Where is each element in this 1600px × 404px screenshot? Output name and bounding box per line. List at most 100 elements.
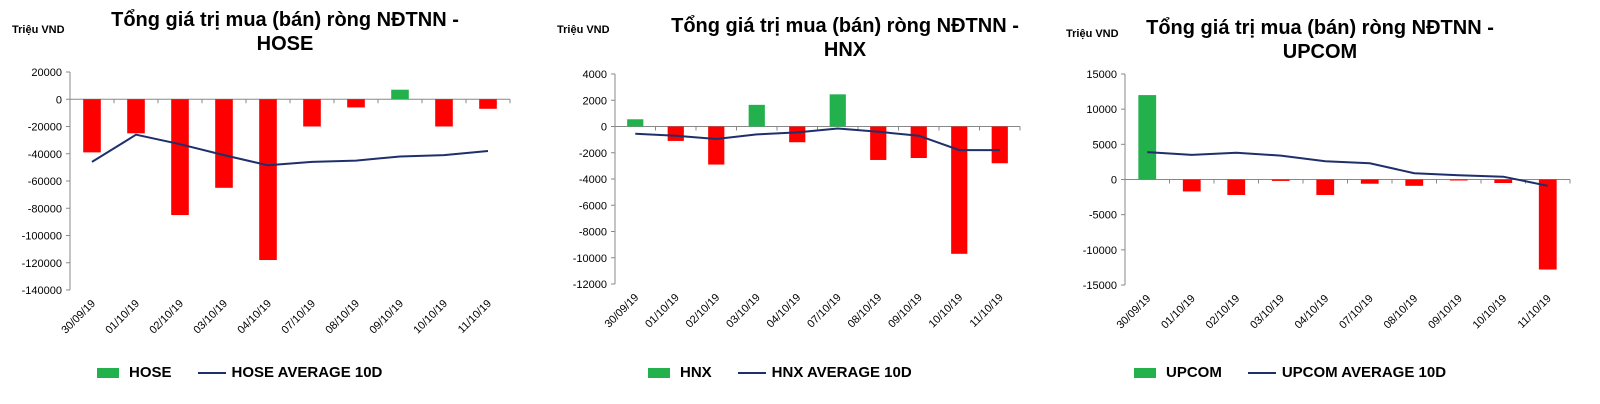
y-tick-label: -8000	[579, 227, 607, 239]
legend-swatch-line	[197, 371, 226, 374]
legend-label-bar: HOSE	[129, 364, 172, 381]
x-tick-label: 30/09/19	[59, 298, 98, 337]
bar	[215, 99, 233, 188]
chart-title-line2: HOSE	[256, 33, 314, 55]
x-tick-label: 03/10/19	[724, 292, 763, 331]
chart-plot-upcom: 15000 10000 5000 0 -5000 -10000 -1500030/09/19…	[1083, 69, 1571, 332]
x-tick-label: 11/10/19	[968, 292, 1006, 330]
bar	[951, 126, 968, 254]
chart-panel-upcom: Triệu VND Tổng giá trị mua (bán) ròng NĐ…	[1050, 0, 1595, 404]
bar	[391, 89, 409, 100]
x-tick-label: 09/10/19	[1426, 293, 1465, 332]
bar	[1182, 179, 1201, 192]
x-tick-label: 09/10/19	[367, 298, 406, 337]
y-tick-label: -120000	[22, 258, 62, 270]
chart-title: Tổng giá trị mua (bán) ròng NĐTNN - HOSE	[90, 8, 480, 56]
chart-legend: HOSE HOSE AVERAGE 10D	[97, 364, 382, 381]
bar	[1271, 179, 1290, 181]
x-tick-label: 30/09/19	[603, 292, 642, 331]
legend-swatch-bar	[1134, 367, 1156, 378]
bar	[347, 99, 365, 108]
x-tick-label: 08/10/19	[323, 298, 362, 337]
bar	[435, 99, 453, 127]
y-tick-label: 15000	[1086, 69, 1117, 81]
chart-title-line2: HNX	[823, 39, 867, 61]
legend-swatch-line	[737, 371, 766, 374]
y-unit-label: Triệu VND	[557, 24, 610, 36]
y-unit-label: Triệu VND	[1066, 28, 1119, 40]
bar	[829, 94, 846, 127]
x-tick-label: 07/10/19	[805, 292, 844, 331]
x-tick-label: 08/10/19	[1382, 293, 1421, 332]
x-tick-label: 04/10/19	[1293, 293, 1332, 332]
bar	[171, 99, 189, 216]
chart-panel-hnx: Triệu VND Tổng giá trị mua (bán) ròng NĐ…	[545, 0, 1045, 404]
x-tick-label: 11/10/19	[456, 298, 494, 336]
chart-title: Tổng giá trị mua (bán) ròng NĐTNN - UPCO…	[1125, 16, 1515, 64]
y-unit-label: Triệu VND	[12, 24, 65, 36]
y-tick-label: 0	[601, 122, 607, 134]
x-tick-label: 02/10/19	[684, 292, 723, 331]
average-line	[1147, 151, 1549, 187]
chart-legend: HNX HNX AVERAGE 10D	[648, 364, 912, 381]
bar	[1360, 179, 1379, 184]
legend-label-bar: UPCOM	[1166, 364, 1222, 381]
y-tick-label: -40000	[28, 149, 62, 161]
y-tick-label: 10000	[1086, 104, 1117, 116]
chart-title-line1: Tổng giá trị mua (bán) ròng NĐTNN -	[111, 9, 459, 31]
chart-plot-hose: 20000 0 -20000 -40000 -60000 -80000 -100000 -12…	[22, 67, 511, 337]
y-tick-label: 0	[1111, 175, 1117, 187]
x-tick-label: 03/10/19	[191, 298, 230, 337]
legend-label-line: UPCOM AVERAGE 10D	[1281, 364, 1447, 381]
y-tick-label: 0	[56, 94, 62, 106]
x-tick-label: 04/10/19	[235, 298, 274, 337]
bar	[708, 126, 725, 165]
x-tick-label: 07/10/19	[1337, 293, 1376, 332]
y-tick-label: -60000	[28, 176, 62, 188]
bar	[127, 99, 145, 134]
bar	[870, 126, 887, 160]
y-tick-label: -140000	[22, 285, 62, 297]
average-line	[91, 133, 489, 167]
bar	[303, 99, 321, 127]
bar	[1449, 179, 1468, 181]
y-tick-label: -10000	[1083, 245, 1117, 257]
x-tick-label: 08/10/19	[846, 292, 885, 331]
y-tick-label: 5000	[1093, 139, 1117, 151]
chart-title-line1: Tổng giá trị mua (bán) ròng NĐTNN -	[671, 15, 1019, 37]
chart-plot-hnx: 4000 2000 0 -2000 -4000 -6000 -8000 -10000 -1200…	[573, 69, 1021, 331]
bar	[479, 99, 497, 109]
bar	[1405, 179, 1424, 186]
x-tick-label: 09/10/19	[886, 292, 925, 331]
bar	[748, 104, 765, 127]
bar	[627, 119, 644, 127]
x-tick-label: 07/10/19	[279, 298, 318, 337]
y-tick-label: 2000	[583, 95, 607, 107]
legend-label-line: HNX AVERAGE 10D	[771, 364, 912, 381]
bar	[1538, 179, 1557, 270]
average-line	[635, 127, 1000, 152]
bar	[1227, 179, 1246, 195]
bar	[259, 99, 277, 261]
bar	[991, 126, 1008, 164]
y-tick-label: -4000	[579, 174, 607, 186]
chart-panel-hose: Triệu VND Tổng giá trị mua (bán) ròng NĐ…	[0, 0, 540, 404]
y-tick-label: -2000	[579, 148, 607, 160]
y-tick-label: -10000	[573, 253, 607, 265]
bar	[1494, 179, 1513, 184]
bar	[910, 126, 927, 158]
x-tick-label: 04/10/19	[765, 292, 804, 331]
bar	[83, 99, 101, 153]
legend-label-bar: HNX	[680, 364, 712, 381]
legend-swatch-line	[1247, 371, 1276, 374]
x-tick-label: 11/10/19	[1516, 293, 1554, 331]
bar	[1138, 95, 1157, 180]
y-tick-label: -20000	[28, 122, 62, 134]
y-tick-label: -12000	[573, 279, 607, 291]
bar	[789, 126, 806, 143]
x-tick-label: 10/10/19	[927, 292, 966, 331]
y-tick-label: 20000	[31, 67, 62, 79]
legend-label-line: HOSE AVERAGE 10D	[231, 364, 383, 381]
x-tick-label: 30/09/19	[1115, 293, 1154, 332]
x-tick-label: 01/10/19	[1159, 293, 1198, 332]
